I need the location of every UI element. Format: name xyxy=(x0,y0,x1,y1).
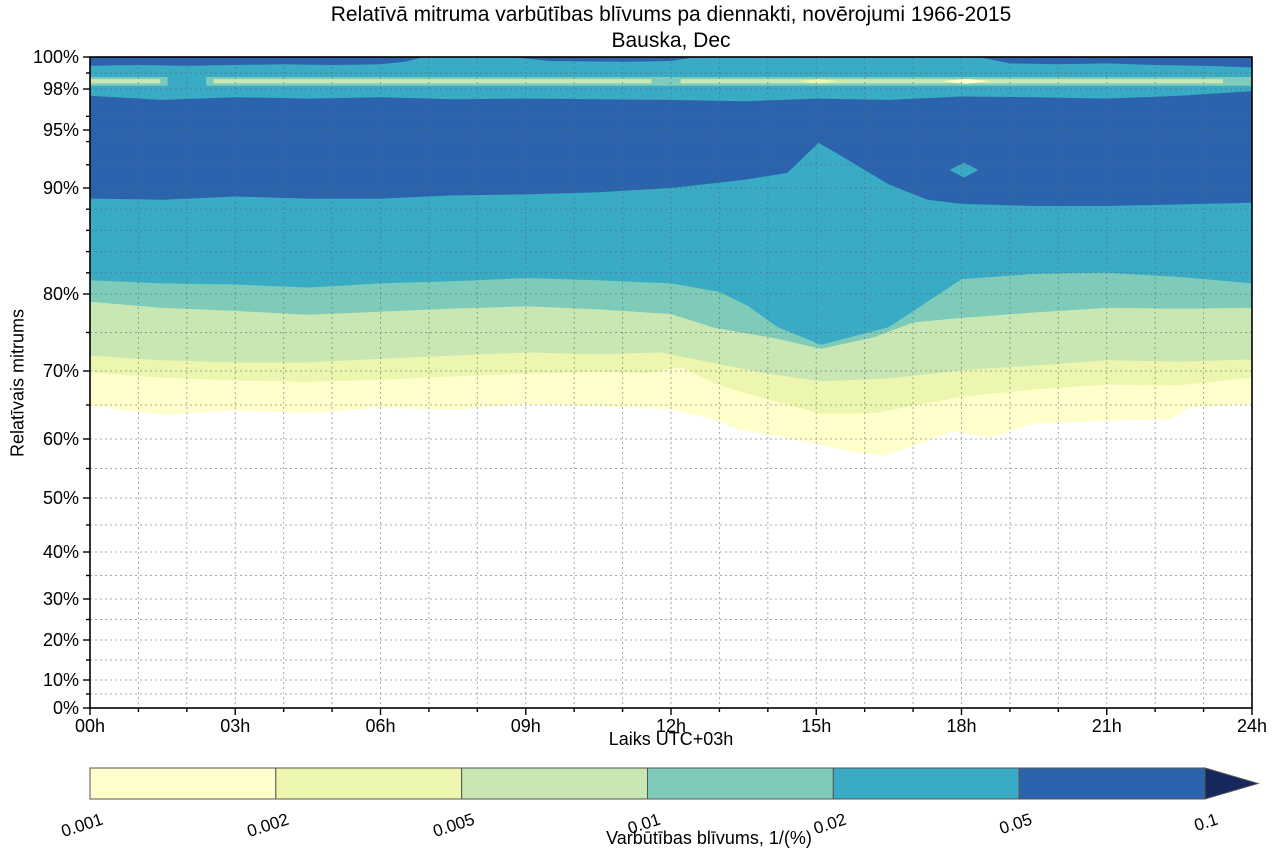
gridlines xyxy=(90,57,1252,708)
top-strip-2 xyxy=(978,57,1252,68)
colorbar-tick-label: 0.05 xyxy=(997,810,1034,838)
x-axis-label: Laiks UTC+03h xyxy=(608,729,734,749)
y-tick-label: 20% xyxy=(43,630,79,650)
colorbar-segment-0 xyxy=(89,767,277,800)
top-strip-1 xyxy=(511,57,696,62)
colorbar-segment-1 xyxy=(275,767,463,800)
y-tick-label: 90% xyxy=(43,178,79,198)
y-tick-label: 0% xyxy=(53,698,79,718)
axes xyxy=(83,56,1253,715)
colorbar-tick-label: 0.005 xyxy=(431,810,477,841)
y-tick-label: 50% xyxy=(43,488,79,508)
x-tick-label: 00h xyxy=(75,716,105,736)
colorbar-tick-label: 0.02 xyxy=(811,810,848,838)
y-tick-label: 60% xyxy=(43,429,79,449)
chart-subtitle: Bauska, Dec xyxy=(611,29,731,52)
colorbar-segment-2 xyxy=(461,767,648,800)
colorbar-tick-label: 0.002 xyxy=(245,810,291,841)
x-tick-label: 12h xyxy=(656,716,686,736)
y-tick-label: 30% xyxy=(43,589,79,609)
x-tick-label: 06h xyxy=(365,716,395,736)
colorbar: 0.001 0.002 0.005 0.01 0.02 0.05 0.1 xyxy=(59,767,1260,841)
x-tick-label: 18h xyxy=(946,716,976,736)
colorbar-segment-5 xyxy=(1018,767,1206,800)
y-tick-label: 80% xyxy=(43,284,79,304)
cyan-diamond xyxy=(949,162,979,178)
y-tick-label: 95% xyxy=(43,120,79,140)
tick-labels: 00h 03h 06h 09h 12h 15h 18h 21h 24h 0% 10% 20% 30% 40… xyxy=(33,47,1267,736)
colorbar-tick-label: 0.01 xyxy=(625,810,662,838)
x-tick-label: 09h xyxy=(511,716,541,736)
colorbar-overflow-arrow xyxy=(1204,767,1260,800)
colorbar-segment-3 xyxy=(647,767,834,800)
colorbar-segment-4 xyxy=(832,767,1020,800)
stripe-speck-1 xyxy=(942,78,991,84)
x-tick-label: 15h xyxy=(801,716,831,736)
y-tick-label: 70% xyxy=(43,361,79,381)
y-tick-label: 10% xyxy=(43,670,79,690)
colorbar-tick-label: 0.1 xyxy=(1192,810,1220,835)
stripe-speck-0 xyxy=(796,79,841,84)
top-strip-0 xyxy=(90,57,425,66)
stripe-inner-0 xyxy=(90,79,161,84)
stripe-inner-1 xyxy=(213,79,652,84)
colorbar-tick-label: 0.001 xyxy=(59,810,105,841)
x-tick-label: 24h xyxy=(1237,716,1267,736)
y-tick-label: 98% xyxy=(43,79,79,99)
colorbar-caption: Varbūtības blīvums, 1/(%) xyxy=(606,828,812,848)
chart-title: Relatīvā mitruma varbūtības blīvums pa d… xyxy=(330,3,1012,26)
y-tick-label: 100% xyxy=(33,47,79,67)
y-tick-label: 40% xyxy=(43,542,79,562)
x-tick-label: 21h xyxy=(1092,716,1122,736)
x-tick-label: 03h xyxy=(220,716,250,736)
